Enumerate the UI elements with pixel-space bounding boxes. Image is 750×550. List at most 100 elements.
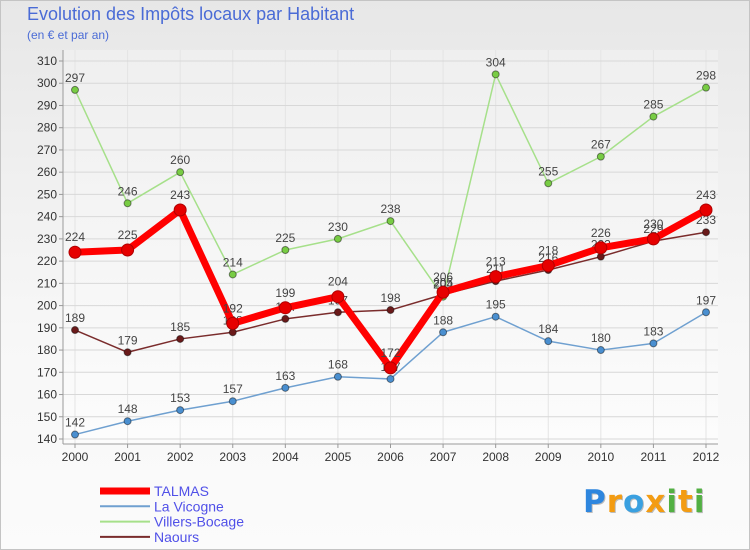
y-tick-label: 290	[37, 98, 57, 112]
data-point	[281, 383, 290, 392]
data-label: 204	[328, 275, 348, 289]
data-label: 260	[170, 153, 190, 167]
x-tick-label: 2006	[377, 450, 404, 464]
y-tick-label: 240	[37, 210, 57, 224]
logo-letter: o	[623, 484, 646, 520]
legend-label: Naours	[154, 529, 199, 545]
data-point	[491, 70, 500, 79]
data-point	[71, 85, 79, 94]
data-label: 198	[380, 291, 400, 305]
x-tick-label: 2011	[641, 450, 667, 464]
data-point	[491, 312, 500, 321]
y-tick-label: 140	[37, 432, 57, 446]
data-point	[384, 361, 397, 375]
x-tick-label: 2007	[430, 450, 457, 464]
series-layer: 1421481531571631681671881951841801831972…	[65, 55, 716, 439]
data-point	[121, 243, 135, 257]
legend-label: La Vicogne	[154, 498, 224, 514]
data-point	[173, 203, 187, 217]
data-point	[333, 308, 342, 317]
data-label: 226	[591, 226, 611, 240]
y-tick-label: 150	[37, 410, 57, 424]
data-label: 214	[223, 255, 243, 269]
data-point	[386, 217, 395, 226]
y-tick-label: 190	[37, 321, 57, 335]
data-label: 197	[696, 293, 716, 307]
data-point	[699, 203, 713, 217]
data-point	[123, 417, 132, 426]
data-label: 267	[591, 138, 611, 152]
legend-label: TALMAS	[154, 483, 209, 499]
data-point	[596, 152, 605, 161]
data-label: 225	[275, 231, 295, 245]
y-tick-label: 310	[37, 54, 57, 68]
y-tick-label: 230	[37, 232, 57, 246]
y-tick-label: 280	[37, 121, 57, 135]
legend-item: TALMAS	[100, 483, 209, 499]
data-point	[646, 232, 660, 246]
data-label: 184	[538, 322, 558, 336]
data-point	[281, 246, 290, 254]
data-point	[702, 83, 710, 92]
data-point	[176, 334, 185, 343]
data-label: 206	[433, 270, 453, 284]
data-label: 168	[328, 358, 348, 372]
data-label: 224	[65, 230, 85, 244]
data-label: 195	[486, 298, 506, 312]
data-point	[123, 348, 132, 357]
data-point	[436, 285, 450, 299]
data-point	[541, 259, 555, 273]
x-tick-label: 2010	[587, 450, 614, 464]
data-point	[333, 234, 342, 243]
data-label: 179	[118, 333, 138, 347]
x-tick-label: 2005	[325, 450, 352, 464]
data-label: 246	[118, 184, 138, 198]
data-point	[594, 241, 608, 255]
y-tick-label: 300	[37, 76, 57, 90]
data-point	[649, 339, 658, 348]
data-label: 285	[643, 98, 663, 112]
data-label: 199	[275, 286, 295, 300]
data-label: 297	[65, 71, 85, 85]
logo-letter: x	[645, 484, 667, 520]
data-point	[386, 374, 395, 383]
axes: 1401501601701801902002102202302402502602…	[37, 50, 720, 464]
data-label: 225	[118, 228, 138, 242]
data-label: 233	[696, 213, 716, 227]
data-point	[596, 346, 605, 355]
data-label: 163	[275, 369, 295, 383]
y-tick-label: 170	[37, 365, 57, 379]
data-label: 192	[223, 301, 243, 315]
y-tick-label: 220	[37, 254, 57, 268]
y-tick-label: 260	[37, 165, 57, 179]
y-tick-label: 160	[37, 388, 57, 402]
data-label: 185	[170, 320, 190, 334]
data-point	[649, 112, 658, 121]
chart-title: Evolution des Impôts locaux par Habitant	[27, 4, 355, 24]
chart-subtitle: (en € et par an)	[27, 28, 110, 42]
data-point	[331, 290, 345, 304]
data-label: 180	[591, 331, 611, 345]
x-tick-label: 2008	[482, 450, 509, 464]
x-tick-label: 2000	[62, 450, 89, 464]
data-label: 172	[380, 346, 400, 360]
data-point	[386, 306, 395, 315]
x-tick-label: 2009	[535, 450, 562, 464]
data-point	[702, 308, 710, 317]
y-tick-label: 210	[37, 276, 57, 290]
data-point	[544, 179, 553, 188]
x-tick-label: 2001	[114, 450, 141, 464]
data-point	[228, 397, 237, 406]
data-point	[176, 406, 185, 415]
data-label: 298	[696, 69, 716, 83]
data-label: 230	[328, 220, 348, 234]
gridlines	[63, 50, 718, 444]
data-point	[333, 372, 342, 381]
data-label: 213	[486, 255, 506, 269]
data-point	[702, 228, 710, 237]
legend-item: La Vicogne	[100, 498, 224, 514]
x-tick-label: 2004	[272, 450, 299, 464]
data-label: 218	[538, 244, 558, 258]
